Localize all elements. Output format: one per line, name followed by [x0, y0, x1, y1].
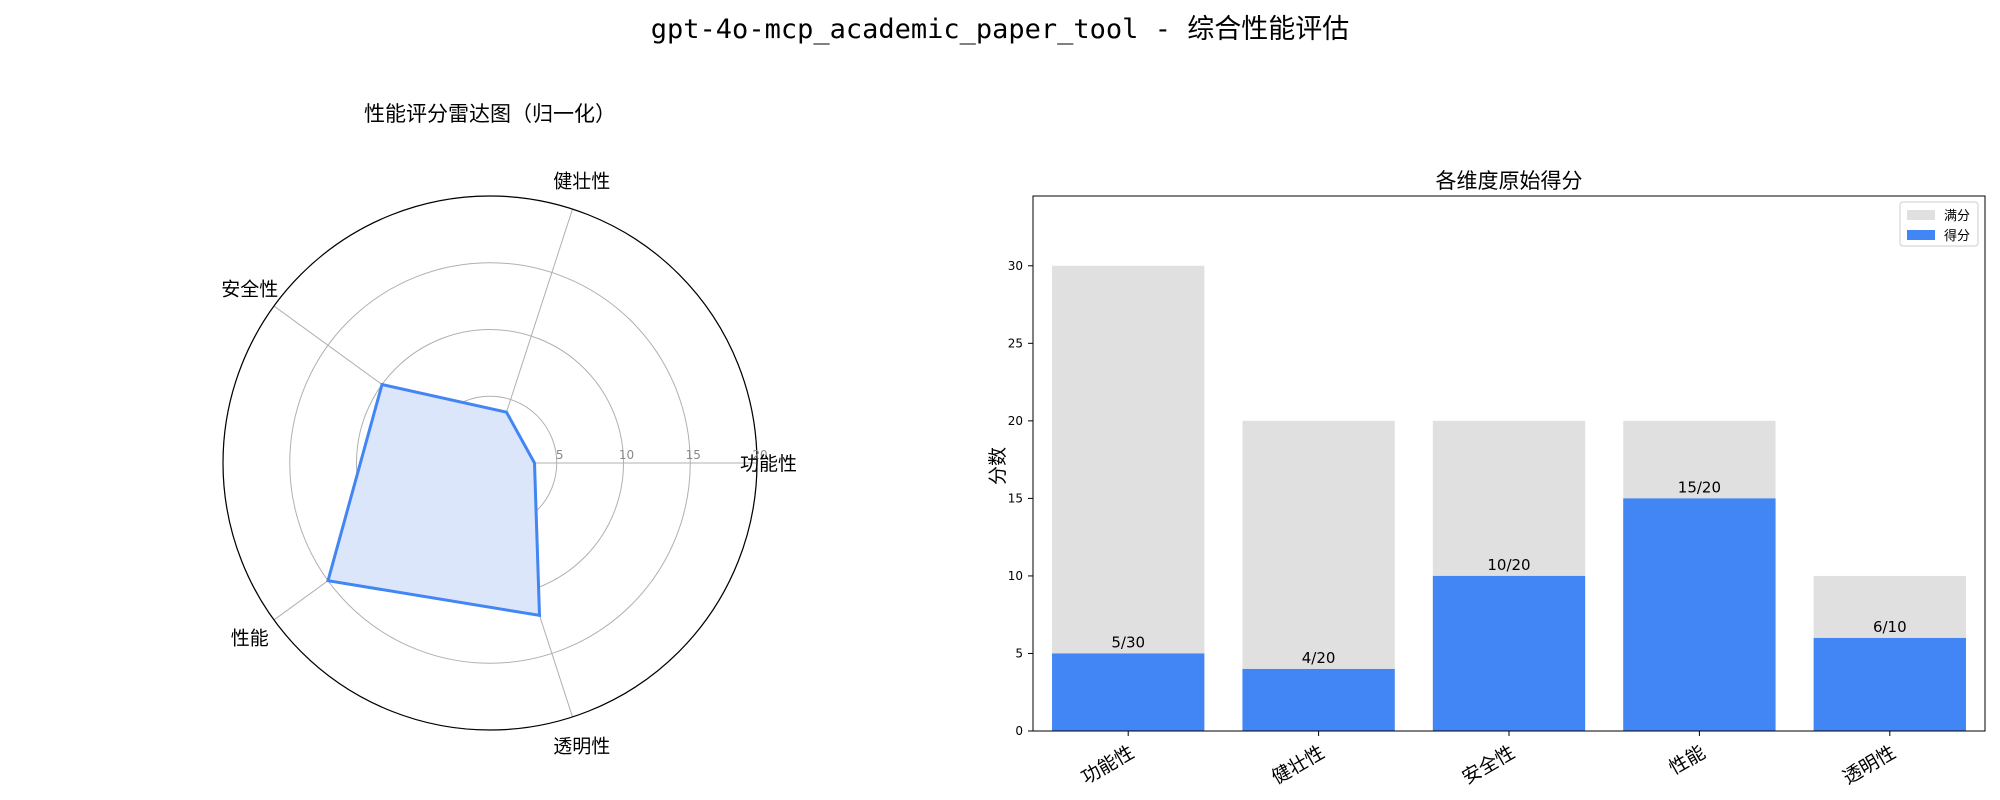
x-tick-label: 安全性	[1458, 741, 1518, 789]
radar-series-line	[326, 382, 542, 618]
bar-marks: 5/30 4/20 10/20 15/20 6/10	[1052, 265, 1966, 731]
radar-axis-label: 功能性	[740, 453, 797, 475]
radar-r-tick: 5	[556, 448, 564, 462]
radar-data	[326, 382, 542, 618]
bar-score	[1052, 653, 1205, 731]
bar-score	[1432, 575, 1586, 731]
x-tick-label: 健壮性	[1268, 741, 1328, 789]
bar-axes-frame	[1032, 195, 1986, 732]
bar-title: 各维度原始得分	[1436, 169, 1583, 193]
radar-axis-label: 健壮性	[553, 171, 610, 193]
radar-area	[328, 384, 540, 616]
bar-data-label: 6/10	[1873, 618, 1907, 636]
y-tick-label: 5	[1015, 646, 1023, 660]
y-tick-label: 15	[1008, 491, 1023, 505]
legend-entry[interactable]: 满分	[1944, 209, 1970, 224]
legend-swatch	[1907, 210, 1935, 220]
radar-axis-label: 透明性	[553, 735, 610, 757]
radar-r-tick: 20	[752, 448, 767, 462]
bar-score	[1813, 637, 1966, 731]
bar-score	[1242, 668, 1395, 731]
y-tick-label: 0	[1015, 724, 1023, 738]
bar-data-label: 5/30	[1111, 633, 1145, 651]
bar-data-label: 15/20	[1678, 478, 1721, 496]
x-tick-label: 透明性	[1839, 741, 1899, 789]
y-axis-label: 分数	[987, 447, 1009, 485]
bar-data-label: 10/20	[1487, 556, 1530, 574]
y-tick-label: 10	[1008, 569, 1023, 583]
x-tick-label: 性能	[1665, 741, 1709, 779]
radar-axis-label: 性能	[231, 628, 269, 650]
radar-title: 性能评分雷达图（归一化）	[364, 102, 616, 126]
y-tick-label: 20	[1008, 414, 1023, 428]
bar-chart: 各维度原始得分 5/30 4/20 10/20 15/20 6/10 功能性 健壮性 安全性…	[987, 169, 1986, 789]
x-tick-label: 功能性	[1078, 741, 1138, 789]
legend-swatch	[1907, 230, 1935, 240]
figure-title: gpt-4o-mcp_academic_paper_tool - 综合性能评估	[651, 14, 1349, 45]
radar-r-tick: 15	[686, 448, 701, 462]
bar-score	[1623, 498, 1776, 731]
y-tick-label: 30	[1008, 259, 1023, 273]
bar-data-label: 4/20	[1302, 649, 1336, 667]
radar-outer-frame	[222, 195, 758, 731]
legend-entry[interactable]: 得分	[1944, 228, 1970, 244]
y-tick-label: 25	[1008, 336, 1023, 350]
radar-r-tick: 10	[619, 448, 634, 462]
radar-axis-label: 安全性	[221, 278, 278, 300]
